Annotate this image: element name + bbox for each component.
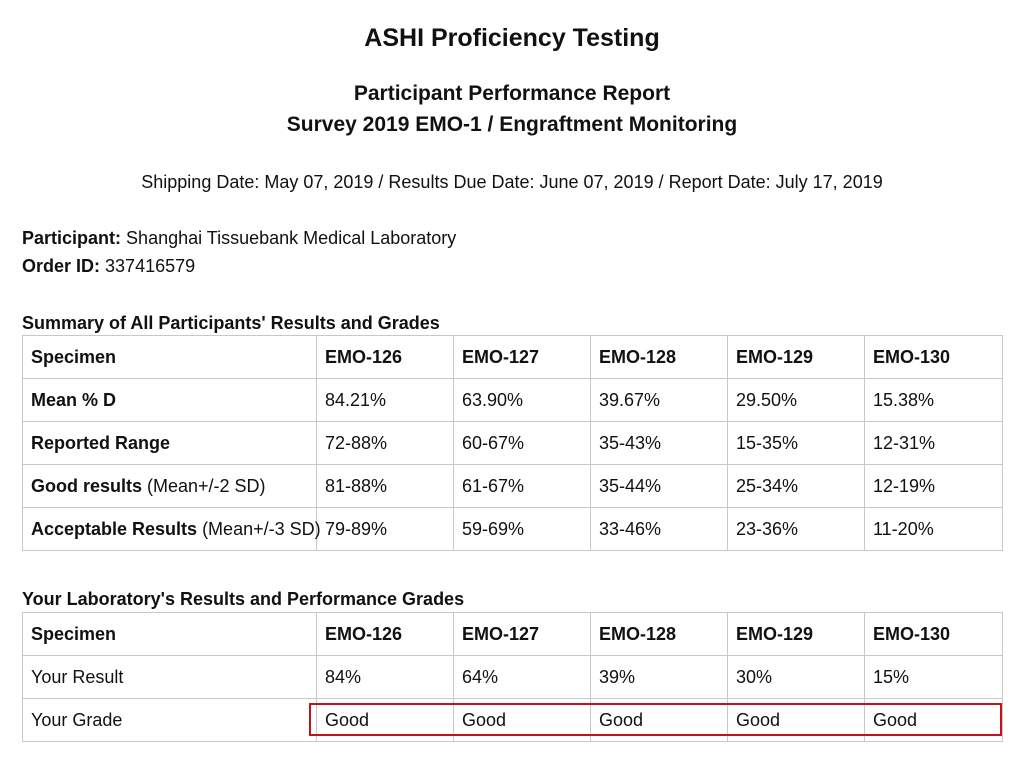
- summary-section-title: Summary of All Participants' Results and…: [22, 313, 440, 333]
- grade-cell: Good: [864, 698, 1003, 742]
- order-id-label: Order ID:: [22, 256, 101, 276]
- lab-section-title: Your Laboratory's Results and Performanc…: [22, 589, 465, 609]
- table-cell: 59-69%: [453, 507, 591, 551]
- table-row: Mean % D 84.21% 63.90% 39.67% 29.50% 15.…: [22, 378, 1003, 422]
- table-cell: 30%: [727, 655, 865, 699]
- table-cell: 81-88%: [316, 464, 454, 508]
- row-label: Your Result: [22, 655, 317, 699]
- table-cell: 35-43%: [590, 421, 728, 465]
- table-cell: 39.67%: [590, 378, 728, 422]
- row-label-text: Mean % D: [31, 389, 117, 410]
- row-label: Your Grade: [22, 698, 317, 742]
- header-cell: EMO-126: [316, 335, 454, 379]
- grade-cell: Good: [590, 698, 728, 742]
- report-subtitle: Participant Performance Report: [353, 82, 671, 105]
- header-cell: EMO-127: [453, 612, 591, 656]
- grade-cell: Good: [453, 698, 591, 742]
- row-label: Mean % D: [22, 378, 317, 422]
- table-row: Reported Range 72-88% 60-67% 35-43% 15-3…: [22, 421, 1003, 465]
- table-cell: 39%: [590, 655, 728, 699]
- row-label-text: Good results: [31, 475, 143, 496]
- order-id-value: 337416579: [105, 256, 196, 276]
- table-cell: 63.90%: [453, 378, 591, 422]
- table-cell: 64%: [453, 655, 591, 699]
- table-cell: 12-19%: [864, 464, 1003, 508]
- header-cell: EMO-128: [590, 335, 728, 379]
- header-cell: EMO-129: [727, 335, 865, 379]
- grade-cell: Good: [727, 698, 865, 742]
- table-cell: 84.21%: [316, 378, 454, 422]
- order-id-line: Order ID: 337416579: [22, 256, 195, 277]
- row-label: Acceptable Results (Mean+/-3 SD): [22, 507, 321, 551]
- summary-table: Specimen EMO-126 EMO-127 EMO-128 EMO-129…: [22, 335, 1003, 551]
- table-cell: 35-44%: [590, 464, 728, 508]
- report-title: ASHI Proficiency Testing: [364, 24, 660, 52]
- survey-title: Survey 2019 EMO-1 / Engraftment Monitori…: [286, 113, 738, 136]
- table-cell: 15.38%: [864, 378, 1003, 422]
- grade-cell: Good: [316, 698, 454, 742]
- row-label-note: (Mean+/-2 SD): [142, 475, 266, 496]
- table-cell: 29.50%: [727, 378, 865, 422]
- header-cell: Specimen: [22, 612, 317, 656]
- header-cell: Specimen: [22, 335, 317, 379]
- participant-label: Participant:: [22, 228, 122, 248]
- table-row: Your Result 84% 64% 39% 30% 15%: [22, 655, 1003, 699]
- row-label: Good results (Mean+/-2 SD): [22, 464, 317, 508]
- row-label-text: Reported Range: [31, 432, 171, 453]
- row-label-note: (Mean+/-3 SD): [197, 518, 321, 539]
- table-cell: 79-89%: [316, 507, 454, 551]
- table-cell: 15%: [864, 655, 1003, 699]
- row-label-text: Acceptable Results: [31, 518, 198, 539]
- table-row: Good results (Mean+/-2 SD) 81-88% 61-67%…: [22, 464, 1003, 508]
- row-label: Reported Range: [22, 421, 317, 465]
- table-cell: 61-67%: [453, 464, 591, 508]
- table-cell: 12-31%: [864, 421, 1003, 465]
- table-cell: 60-67%: [453, 421, 591, 465]
- lab-results-table: Specimen EMO-126 EMO-127 EMO-128 EMO-129…: [22, 612, 1003, 742]
- header-cell: EMO-126: [316, 612, 454, 656]
- table-cell: 15-35%: [727, 421, 865, 465]
- header-cell: EMO-127: [453, 335, 591, 379]
- header-cell: EMO-130: [864, 335, 1003, 379]
- table-cell: 33-46%: [590, 507, 728, 551]
- header-cell: EMO-129: [727, 612, 865, 656]
- table-cell: 72-88%: [316, 421, 454, 465]
- table-cell: 11-20%: [864, 507, 1003, 551]
- lab-header-row: Specimen EMO-126 EMO-127 EMO-128 EMO-129…: [22, 612, 1003, 656]
- header-cell: EMO-128: [590, 612, 728, 656]
- report-dates: Shipping Date: May 07, 2019 / Results Du…: [141, 172, 883, 192]
- participant-value: Shanghai Tissuebank Medical Laboratory: [126, 228, 457, 248]
- table-cell: 84%: [316, 655, 454, 699]
- summary-header-row: Specimen EMO-126 EMO-127 EMO-128 EMO-129…: [22, 335, 1003, 379]
- table-row: Acceptable Results (Mean+/-3 SD) 79-89% …: [22, 507, 1003, 551]
- header-cell: EMO-130: [864, 612, 1003, 656]
- table-cell: 25-34%: [727, 464, 865, 508]
- participant-line: Participant: Shanghai Tissuebank Medical…: [22, 228, 456, 249]
- table-cell: 23-36%: [727, 507, 865, 551]
- table-row: Your Grade Good Good Good Good Good: [22, 698, 1003, 742]
